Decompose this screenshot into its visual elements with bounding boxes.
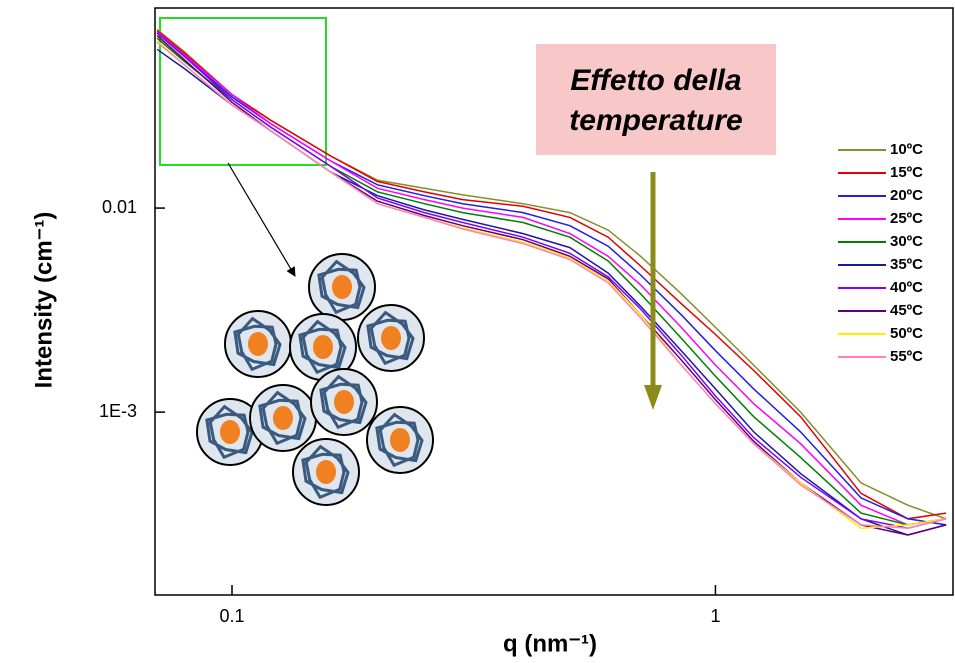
micelle-core (316, 460, 336, 484)
micelle-core (381, 326, 401, 350)
series-line (156, 41, 947, 529)
series-line (156, 32, 947, 529)
plot-frame (154, 7, 954, 596)
micelle-core (220, 420, 240, 444)
legend-label: 35ºC (890, 256, 923, 273)
x-tick-label: 0.1 (219, 606, 244, 626)
micelle-shell (366, 310, 415, 366)
legend-label: 50ºC (890, 325, 923, 342)
legend-label: 10ºC (890, 141, 923, 158)
legend-label: 25ºC (890, 210, 923, 227)
micelle-shell (205, 404, 254, 460)
legend-label: 20ºC (890, 187, 923, 204)
micelle-shell (258, 390, 307, 446)
series-line (156, 30, 947, 520)
micelle-shell (375, 412, 424, 468)
micelle-core (332, 275, 352, 299)
legend-label: 15ºC (890, 164, 923, 181)
annotation: temperature (569, 104, 742, 137)
zoom-arrow (227, 162, 296, 277)
micelle-shell (298, 319, 347, 375)
micelle-core (248, 332, 268, 356)
micelle-core (390, 428, 410, 452)
micelle-shell (317, 259, 366, 315)
micelle-shell (233, 316, 282, 372)
micelle-core (334, 390, 354, 414)
legend-label: 45ºC (890, 302, 923, 319)
legend-label: 30ºC (890, 233, 923, 250)
temperature-arrowhead (644, 385, 662, 410)
x-tick-label: 1 (710, 606, 720, 626)
zoom-box (159, 17, 327, 166)
micelle-diagram (159, 17, 434, 506)
y-axis-label: Intensity (cm⁻¹) (30, 212, 57, 389)
y-tick-label: 1E-3 (99, 401, 137, 421)
micelle-core (313, 335, 333, 359)
legend-label: 55ºC (890, 348, 923, 365)
annotation-box (536, 44, 776, 155)
micelle-core (273, 406, 293, 430)
micelle-shell (319, 374, 368, 430)
x-axis-label: q (nm⁻¹) (503, 630, 597, 657)
legend-label: 40ºC (890, 279, 923, 296)
series-line (156, 31, 947, 526)
annotation: Effetto della (570, 64, 741, 97)
micelle-shell (301, 444, 350, 500)
y-tick-label: 0.01 (102, 197, 137, 217)
